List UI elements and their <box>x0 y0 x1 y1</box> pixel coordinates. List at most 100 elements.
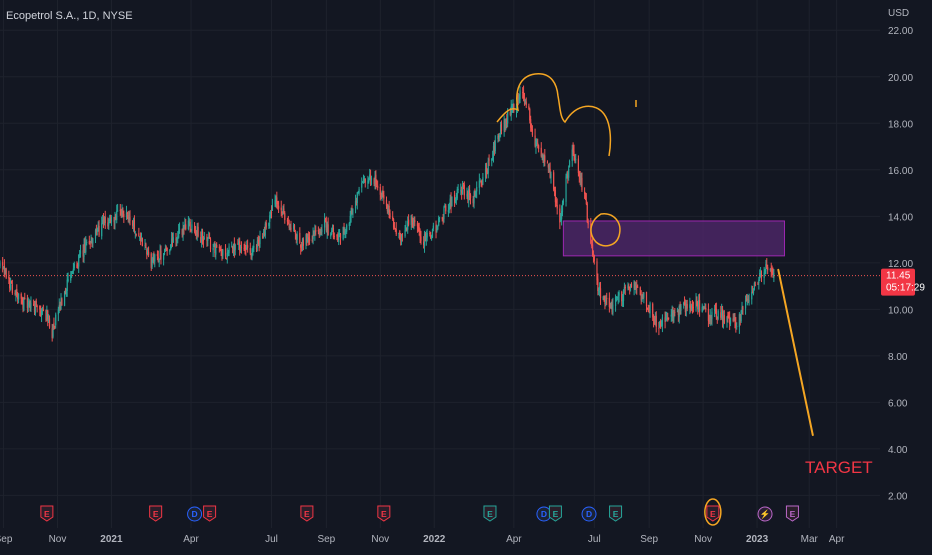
candle-body <box>113 217 115 223</box>
candle-body <box>760 275 763 278</box>
candle-body <box>255 247 258 249</box>
candle-body <box>270 212 273 214</box>
candle-body <box>367 180 369 184</box>
price-badge-value: 11.45 <box>886 271 911 282</box>
candle-body <box>48 320 50 322</box>
candle-body <box>288 223 290 228</box>
marker-shape <box>785 505 799 522</box>
candle-body <box>500 123 503 132</box>
time-tick-label: Mar <box>801 534 819 545</box>
candle-body <box>484 169 487 178</box>
candle-body <box>392 216 394 220</box>
resistance-zone-rectangle[interactable] <box>562 220 785 257</box>
candle-body <box>542 154 544 161</box>
candle-body <box>270 212 272 215</box>
candle-body <box>469 190 471 195</box>
candle-body <box>667 318 669 320</box>
candle-body <box>64 290 67 294</box>
price-badge-background <box>881 268 915 296</box>
drawings-layer[interactable] <box>496 73 814 526</box>
candle-body <box>345 230 347 232</box>
earnings-marker[interactable]: E <box>706 505 720 522</box>
candle-body <box>511 106 513 108</box>
candle-body <box>468 188 470 202</box>
candle-body <box>132 218 135 228</box>
earnings-marker[interactable]: E <box>609 505 623 522</box>
dividend-marker[interactable]: D <box>536 506 552 522</box>
candle-body <box>95 229 98 233</box>
candle-body <box>680 305 682 312</box>
candle-body <box>720 312 722 318</box>
candle-body <box>184 223 186 229</box>
candle-body <box>82 250 84 257</box>
candle-body <box>729 317 732 324</box>
earnings-marker[interactable]: E <box>300 505 314 522</box>
time-tick-label: Apr <box>829 534 845 545</box>
price-axis[interactable]: USD 2.00 4.00 6.00 8.00 10.00 12.00 14.00 16.00… <box>880 0 932 550</box>
marker-label: D <box>192 509 198 519</box>
time-tick-label: Apr <box>183 534 199 545</box>
target-projection-line[interactable] <box>777 268 814 436</box>
candle-body <box>274 199 276 205</box>
candle-body <box>767 267 769 271</box>
candle-body <box>418 227 420 233</box>
candle-body <box>517 95 519 99</box>
resistance-zone-layer[interactable] <box>562 220 785 257</box>
candle-body <box>30 302 32 309</box>
candle-body <box>598 291 600 293</box>
candle-body <box>307 237 309 243</box>
candle-body <box>212 248 214 251</box>
candle-body <box>443 207 445 220</box>
candle-body <box>0 263 1 267</box>
candle-body <box>147 251 150 256</box>
candle-body <box>494 140 496 152</box>
candle-body <box>634 283 636 290</box>
candle-body <box>178 228 181 230</box>
event-marker[interactable]: ⚡ <box>757 506 773 522</box>
earnings-marker[interactable]: E <box>149 505 163 522</box>
candle-body <box>602 296 604 300</box>
candle-body <box>492 145 495 156</box>
candle-body <box>373 178 375 184</box>
candle-body <box>467 192 469 200</box>
candle-body <box>200 237 202 243</box>
candle-body <box>377 185 379 188</box>
candle-body <box>414 220 416 222</box>
target-label[interactable]: TARGET <box>805 458 873 477</box>
time-axis-background <box>0 528 880 550</box>
candle-body <box>2 262 4 266</box>
earnings-circle-mark[interactable] <box>704 498 722 526</box>
price-tick-label: 22.00 <box>888 26 913 37</box>
earnings-marker[interactable]: E <box>785 505 799 522</box>
earnings-marker[interactable]: E <box>483 505 497 522</box>
retest-circle-mark[interactable] <box>590 213 621 247</box>
candle-body <box>654 316 656 322</box>
earnings-marker[interactable]: E <box>548 505 562 522</box>
candle-body <box>380 195 382 198</box>
candle-body <box>109 218 112 223</box>
earnings-marker[interactable]: E <box>377 505 391 522</box>
candle-body <box>363 178 365 181</box>
time-axis[interactable]: Sep Nov 2021 Apr Jul Sep Nov 2022 Apr Jul Sep Nov 20… <box>0 528 880 550</box>
marker-shape <box>300 505 314 522</box>
candle-body <box>177 236 179 238</box>
earnings-marker[interactable]: E <box>40 505 54 522</box>
candle-body <box>145 244 147 248</box>
candle-body <box>671 309 673 316</box>
candle-body <box>423 241 425 245</box>
candle-body <box>586 203 588 223</box>
candle-body <box>554 190 557 203</box>
candle-body <box>466 193 468 197</box>
dividend-marker[interactable]: D <box>187 506 203 522</box>
candle-body <box>405 227 407 231</box>
earnings-marker[interactable]: E <box>203 505 217 522</box>
dividend-marker[interactable]: D <box>581 506 597 522</box>
candle-body <box>614 297 617 306</box>
candle-body <box>135 234 137 236</box>
candle-body <box>194 232 197 236</box>
events-layer[interactable]: E E D E E E E D E D E E ⚡ E <box>40 505 799 522</box>
candle-body <box>738 314 740 328</box>
head-and-shoulders-sketch[interactable] <box>496 73 612 157</box>
